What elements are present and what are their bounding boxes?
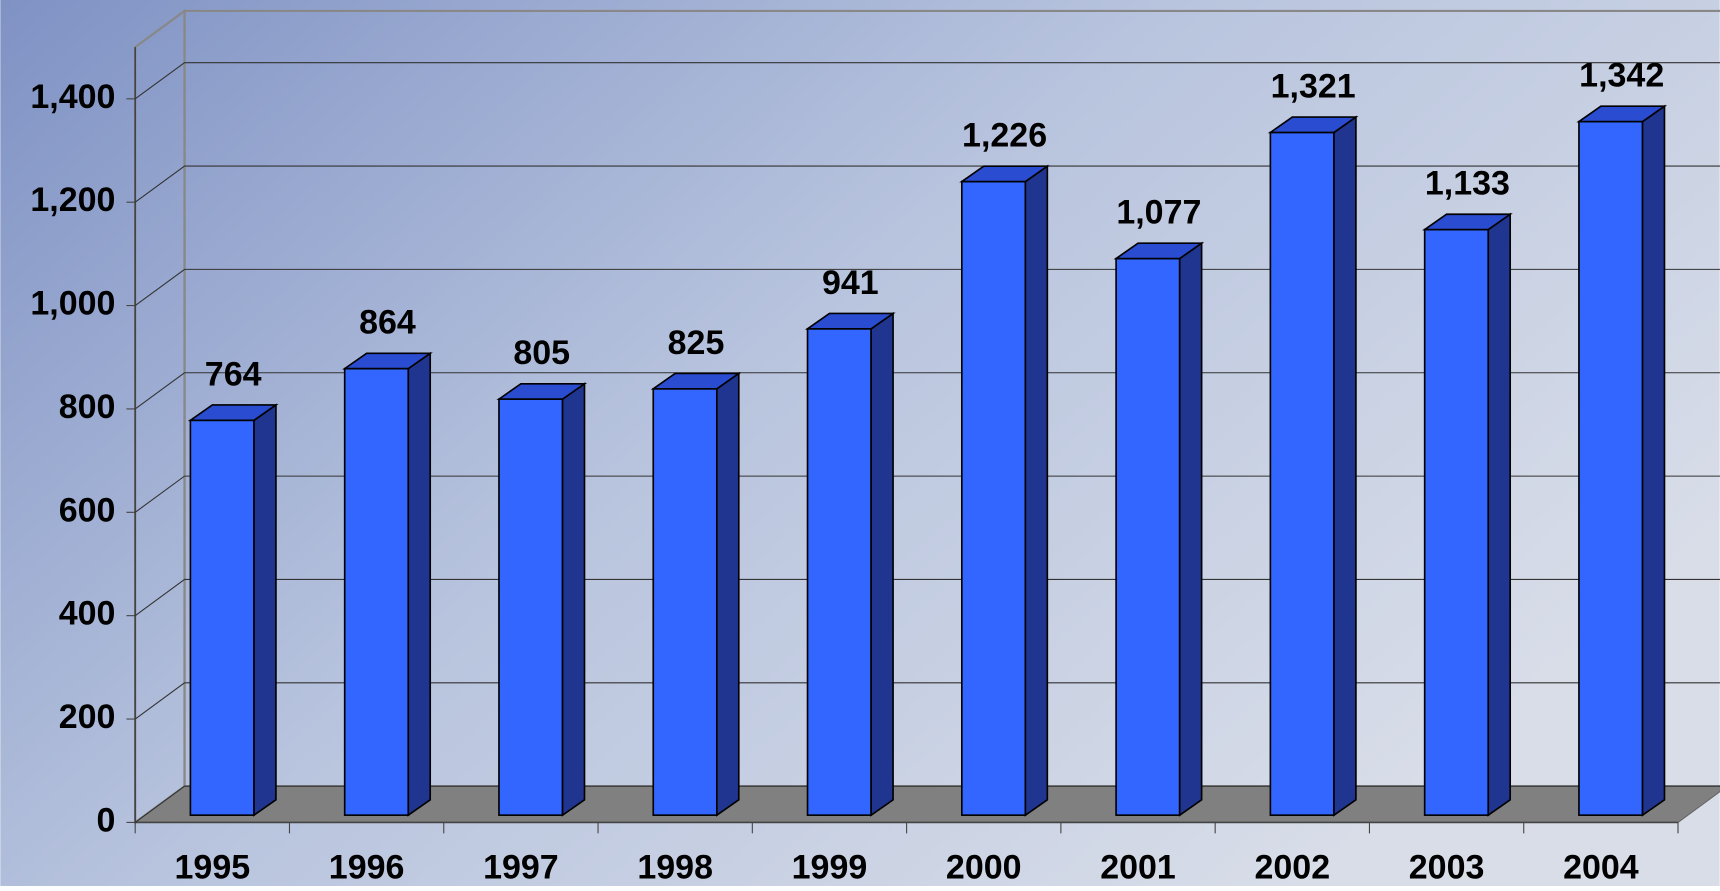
bar-top bbox=[496, 382, 588, 400]
x-tick-label: 1996 bbox=[329, 849, 405, 886]
y-tick-label: 600 bbox=[59, 491, 116, 529]
value-label: 764 bbox=[205, 355, 262, 393]
bar bbox=[960, 180, 1027, 816]
value-label: 1,226 bbox=[962, 117, 1047, 155]
value-label: 864 bbox=[359, 304, 416, 342]
bar bbox=[806, 328, 872, 816]
grid-line bbox=[134, 62, 1720, 100]
y-tick-label: 1,200 bbox=[30, 181, 115, 219]
bar-side bbox=[1333, 115, 1357, 817]
bar-top bbox=[187, 404, 279, 422]
bar-side bbox=[1641, 104, 1666, 817]
y-tick-label: 1,400 bbox=[30, 78, 115, 116]
bar bbox=[1423, 228, 1490, 816]
bar-top bbox=[1113, 242, 1205, 260]
x-tick-label: 2003 bbox=[1409, 849, 1485, 886]
bar bbox=[1269, 131, 1335, 816]
y-tick-label: 400 bbox=[59, 595, 116, 633]
value-label: 805 bbox=[513, 334, 570, 372]
bar bbox=[1578, 120, 1644, 816]
bar-side bbox=[870, 311, 894, 817]
value-label: 1,133 bbox=[1425, 165, 1510, 203]
bar-top bbox=[1267, 116, 1359, 134]
grid-line bbox=[134, 475, 1720, 513]
y-tick-label: 1,000 bbox=[30, 285, 115, 323]
grid-line bbox=[134, 682, 1720, 720]
y-tick-label: 200 bbox=[59, 698, 116, 736]
x-tick-label: 2004 bbox=[1563, 849, 1639, 886]
grid-line bbox=[134, 165, 1720, 203]
bar-top bbox=[1422, 213, 1513, 231]
grid-line bbox=[134, 578, 1720, 617]
bar-side bbox=[1487, 212, 1512, 817]
value-label: 941 bbox=[822, 264, 879, 302]
grid-line bbox=[134, 785, 1720, 823]
bar-side bbox=[716, 371, 740, 817]
value-label: 1,342 bbox=[1579, 57, 1664, 95]
x-tick-label: 1998 bbox=[637, 849, 713, 886]
bar bbox=[498, 398, 564, 816]
bar bbox=[343, 367, 410, 816]
x-tick-label: 1995 bbox=[175, 849, 251, 886]
x-tick-label: 2002 bbox=[1255, 849, 1331, 886]
x-tick-label: 1999 bbox=[792, 849, 868, 886]
grid-line bbox=[134, 372, 1720, 410]
bar-side bbox=[407, 351, 432, 817]
bar-top bbox=[804, 312, 896, 330]
bar-side bbox=[1178, 241, 1203, 817]
bar bbox=[1115, 257, 1181, 816]
bar-top bbox=[959, 165, 1050, 183]
x-tick-label: 1997 bbox=[483, 849, 559, 886]
bar-side bbox=[253, 403, 277, 817]
y-tick-label: 800 bbox=[59, 388, 116, 426]
plot-area: 0 200 400 600 800 1,000 1,200 1,400 1995 764 1996 8… bbox=[30, 8, 1720, 887]
y-tick-label: 0 bbox=[97, 801, 116, 839]
grid-line bbox=[134, 268, 1720, 307]
value-label: 825 bbox=[668, 324, 725, 362]
bar-top bbox=[342, 352, 433, 370]
bar-top bbox=[1576, 105, 1668, 123]
bar-side bbox=[1024, 164, 1049, 817]
bar bbox=[189, 419, 255, 816]
bar-top bbox=[650, 372, 742, 390]
x-tick-label: 2000 bbox=[946, 849, 1022, 886]
bar bbox=[652, 387, 718, 816]
bar-side bbox=[561, 382, 586, 817]
x-tick-label: 2001 bbox=[1100, 849, 1176, 886]
value-label: 1,077 bbox=[1116, 194, 1201, 232]
value-label: 1,321 bbox=[1271, 68, 1356, 106]
